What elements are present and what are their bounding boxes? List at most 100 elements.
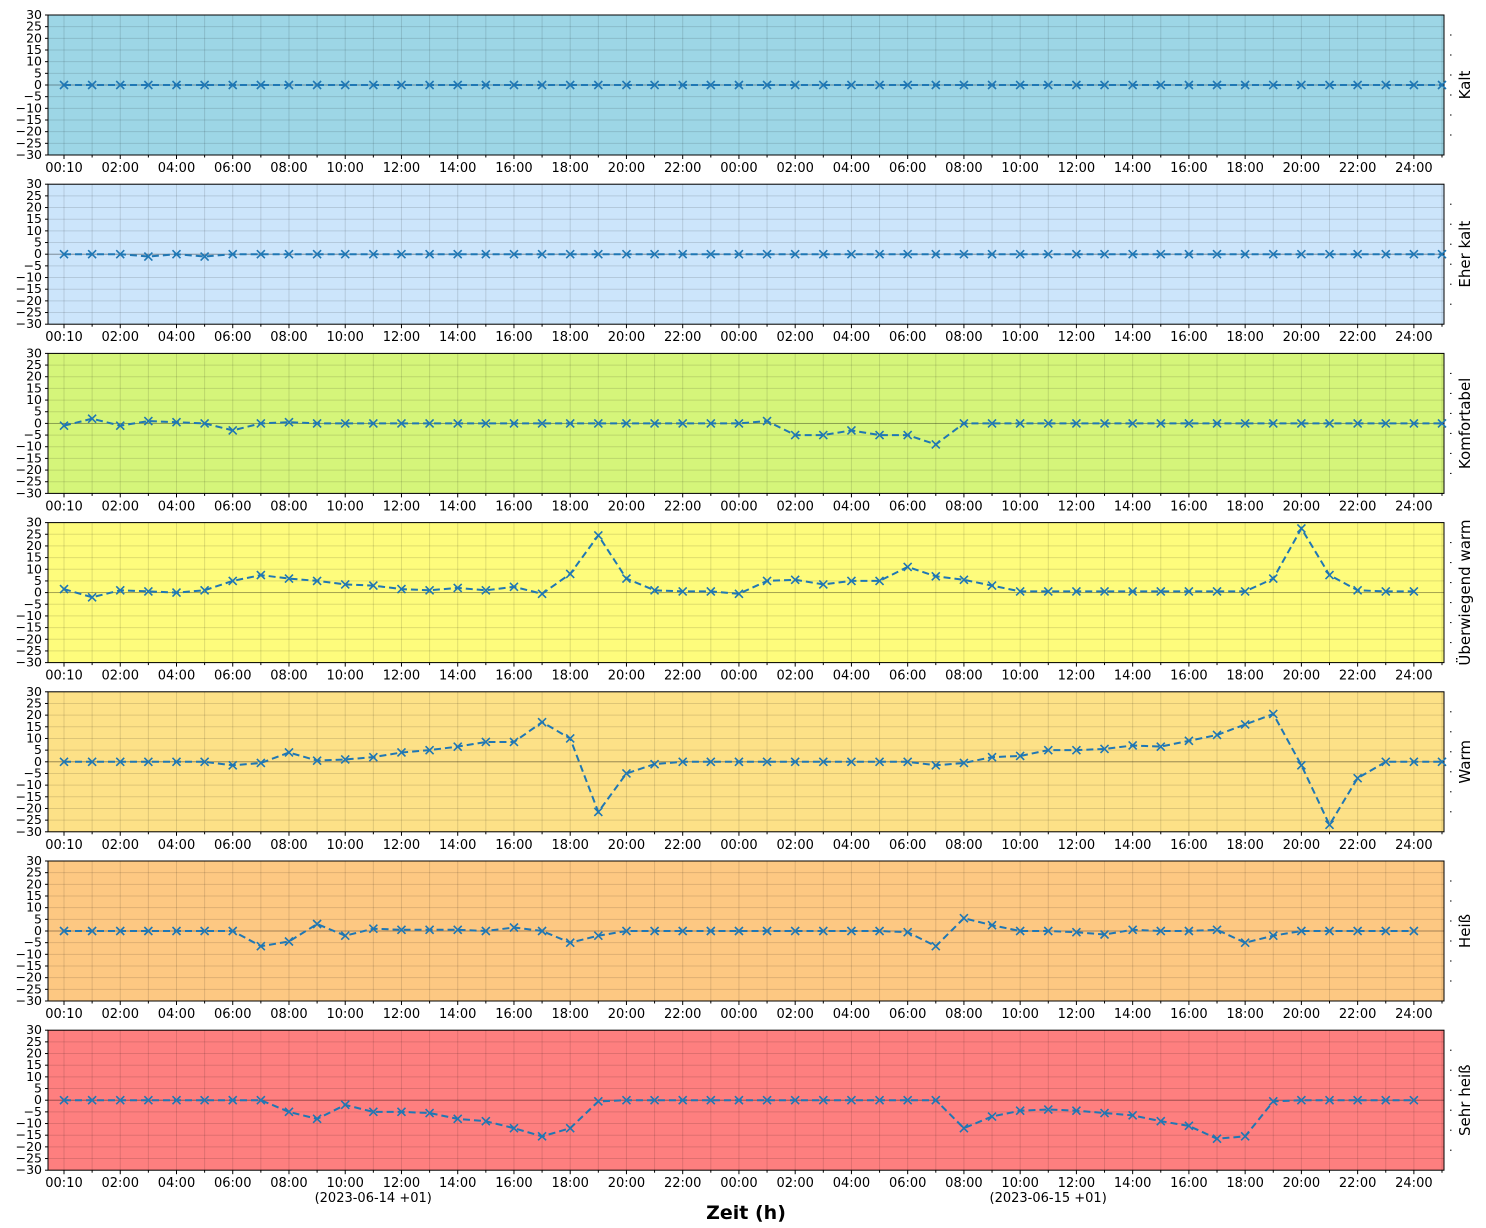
data-point-marker [1437, 249, 1447, 259]
x-tick-label: 20:00 [1283, 1176, 1320, 1191]
x-tick-label: 08:00 [270, 499, 307, 514]
data-point-marker [874, 757, 885, 767]
data-point-marker [1240, 719, 1250, 730]
data-point-marker [453, 80, 463, 90]
data-point-marker [1043, 926, 1053, 936]
y-tick-label: 25 [26, 188, 42, 203]
data-point-marker [1353, 926, 1363, 936]
y-tick-label: 25 [26, 357, 42, 372]
data-point-marker [818, 430, 828, 440]
data-point-marker [396, 1107, 407, 1117]
y-tick-label: 5 [34, 742, 42, 757]
data-point-marker [1324, 418, 1335, 428]
data-point-marker [453, 742, 463, 752]
data-point-marker [1099, 80, 1110, 90]
data-point-marker [1128, 925, 1138, 935]
data-point-marker [1409, 249, 1419, 259]
data-point-marker [1156, 742, 1166, 752]
data-point-marker [987, 1111, 997, 1122]
x-tick-label: 08:00 [945, 1176, 982, 1191]
y-tick-label: −25 [16, 474, 42, 489]
x-tick-label: 02:00 [102, 330, 139, 345]
data-point-marker [481, 1116, 491, 1126]
data-point-marker [1353, 1095, 1363, 1105]
data-point-marker [1240, 249, 1250, 259]
data-point-marker [425, 745, 435, 755]
data-point-marker [115, 80, 125, 90]
data-point-marker [537, 589, 547, 599]
y-tick-label: 5 [34, 911, 42, 926]
y-tick-label: −15 [16, 1127, 42, 1142]
data-point-marker [1156, 80, 1166, 90]
y-tick-label: 30 [26, 853, 42, 868]
data-point-marker [987, 80, 997, 90]
x-tick-label: 22:00 [664, 161, 701, 176]
data-point-marker [706, 926, 716, 936]
data-point-marker [1043, 249, 1053, 259]
data-point-marker [790, 249, 800, 259]
x-tick-label: 02:00 [102, 669, 139, 684]
x-tick-label: 06:00 [889, 330, 926, 345]
data-point-marker [678, 80, 688, 90]
data-point-marker [621, 418, 632, 428]
data-point-marker [115, 249, 125, 259]
x-tick-label: 20:00 [1283, 1007, 1320, 1022]
x-tick-label: 02:00 [776, 161, 813, 176]
data-point-marker [509, 418, 519, 428]
data-point-marker [509, 922, 519, 933]
x-tick-label: 18:00 [551, 1007, 588, 1022]
data-point-marker [959, 249, 969, 259]
x-tick-label: 00:10 [45, 1007, 82, 1022]
data-point-marker [1437, 757, 1447, 767]
y-tick-label: 5 [34, 235, 42, 250]
x-tick-label: 04:00 [158, 330, 195, 345]
x-tick-label: 10:00 [1001, 161, 1038, 176]
data-point-marker [143, 926, 153, 936]
data-point-marker [171, 926, 182, 936]
panel-label: Komfortabel [1456, 378, 1474, 470]
data-point-marker [171, 80, 182, 90]
x-tick-label: 14:00 [439, 1176, 476, 1191]
x-tick-label: 04:00 [158, 1176, 195, 1191]
data-point-marker [171, 588, 182, 598]
x-tick-label: 14:00 [1114, 1007, 1151, 1022]
data-point-marker [621, 80, 632, 90]
data-point-marker [903, 249, 913, 259]
x-axis-title: Zeit (h) [706, 1202, 786, 1224]
data-point-marker [1409, 418, 1419, 428]
x-tick-label: 00:00 [720, 838, 757, 853]
x-tick-label: 10:00 [1001, 499, 1038, 514]
x-tick-label: 10:00 [326, 330, 363, 345]
y-tick-label: 25 [26, 526, 42, 541]
y-tick-label: 0 [34, 415, 42, 430]
x-tick-label: 10:00 [1001, 669, 1038, 684]
data-point-marker [171, 1095, 182, 1105]
data-point-marker [1156, 926, 1166, 936]
y-tick-label: 15 [26, 550, 42, 565]
data-point-marker [340, 249, 350, 259]
y-tick-label: 10 [26, 392, 42, 407]
x-tick-label: 04:00 [158, 1007, 195, 1022]
data-point-marker [425, 418, 435, 428]
data-point-marker [1212, 418, 1222, 428]
data-point-marker [115, 757, 125, 767]
data-point-marker [1381, 586, 1391, 596]
x-tick-label: 10:00 [326, 838, 363, 853]
y-tick-label: 0 [34, 585, 42, 600]
data-point-marker [959, 1123, 969, 1133]
x-tick-label: 16:00 [495, 499, 532, 514]
data-point-marker [1381, 757, 1391, 767]
data-point-marker [874, 1095, 885, 1105]
data-point-marker [818, 249, 828, 259]
data-point-marker [1015, 926, 1025, 936]
data-point-marker [1015, 1106, 1025, 1116]
y-tick-label: −15 [16, 620, 42, 635]
panel-background [48, 522, 1444, 663]
x-tick-label: 12:00 [383, 669, 420, 684]
data-point-marker [650, 759, 660, 769]
x-tick-label: 12:00 [1058, 669, 1095, 684]
data-point-marker [734, 589, 744, 599]
data-point-marker [1128, 418, 1138, 428]
x-tick-label: 00:00 [720, 1007, 757, 1022]
data-point-marker [621, 574, 632, 584]
